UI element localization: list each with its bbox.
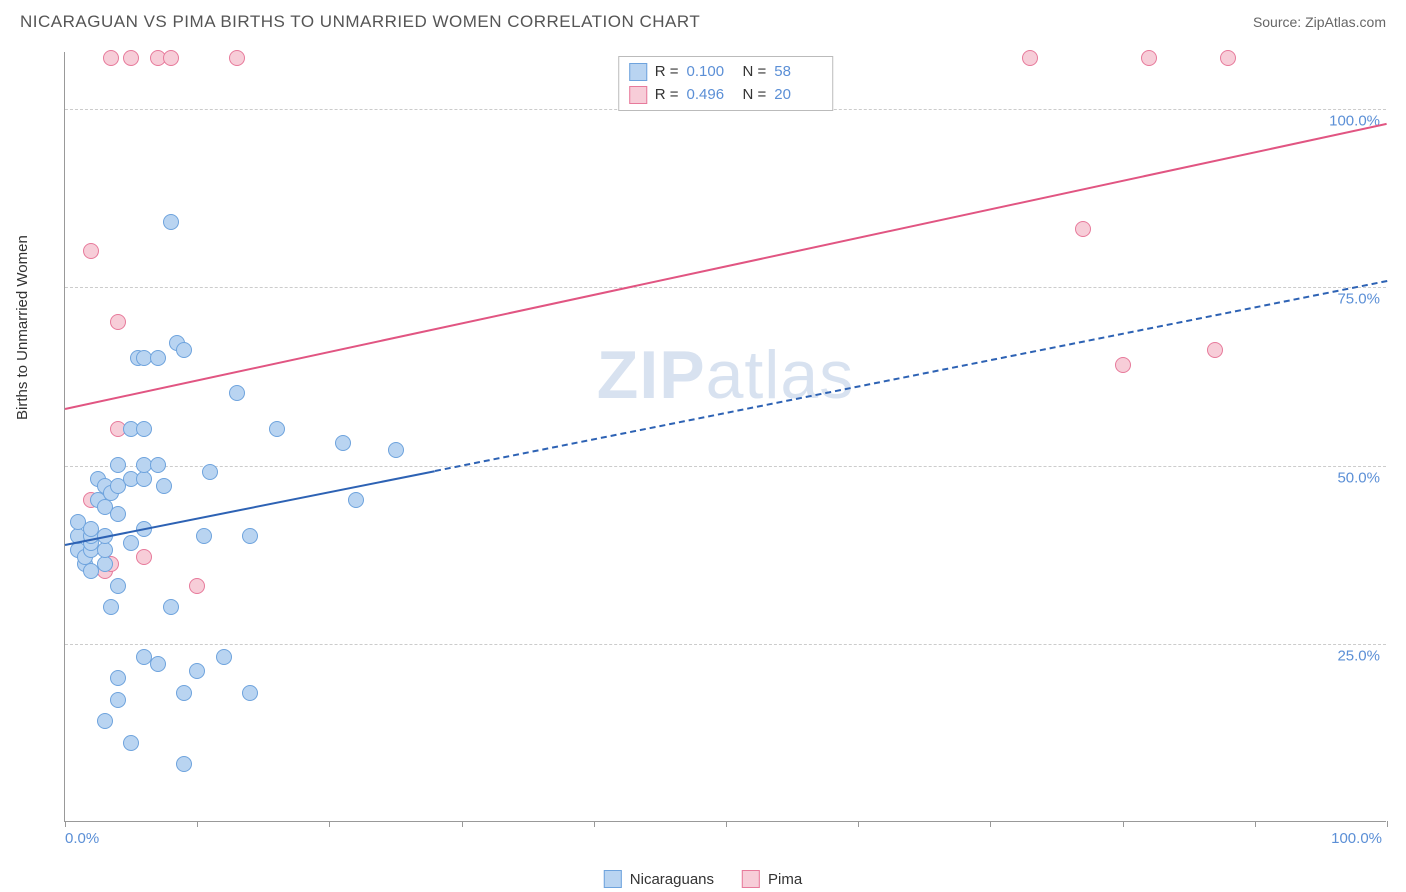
x-tick	[1123, 821, 1124, 827]
data-point-pima	[1207, 342, 1223, 358]
data-point-nicaraguans	[242, 685, 258, 701]
x-tick-label: 100.0%	[1331, 830, 1382, 847]
gridline-h	[65, 466, 1386, 467]
data-point-nicaraguans	[123, 735, 139, 751]
y-tick-label: 25.0%	[1337, 647, 1380, 664]
x-tick-label: 0.0%	[65, 830, 99, 847]
data-point-nicaraguans	[163, 599, 179, 615]
y-axis-label: Births to Unmarried Women	[14, 235, 31, 420]
data-point-nicaraguans	[123, 535, 139, 551]
x-tick	[858, 821, 859, 827]
data-point-nicaraguans	[110, 578, 126, 594]
data-point-nicaraguans	[97, 556, 113, 572]
trend-line	[65, 123, 1387, 410]
data-point-pima	[103, 50, 119, 66]
stat-n-value: 58	[774, 61, 822, 84]
legend-label: Pima	[768, 871, 802, 888]
data-point-pima	[163, 50, 179, 66]
data-point-nicaraguans	[110, 457, 126, 473]
stat-r-label: R =	[655, 61, 679, 84]
stats-row: R = 0.100 N = 58	[629, 61, 823, 84]
data-point-pima	[123, 50, 139, 66]
data-point-nicaraguans	[388, 442, 404, 458]
stat-n-value: 20	[774, 84, 822, 107]
data-point-nicaraguans	[110, 670, 126, 686]
data-point-nicaraguans	[229, 385, 245, 401]
data-point-pima	[1141, 50, 1157, 66]
data-point-pima	[83, 243, 99, 259]
data-point-nicaraguans	[110, 506, 126, 522]
data-point-nicaraguans	[136, 471, 152, 487]
data-point-nicaraguans	[97, 542, 113, 558]
stat-n-label: N =	[743, 61, 767, 84]
x-tick	[65, 821, 66, 827]
gridline-h	[65, 287, 1386, 288]
x-tick	[197, 821, 198, 827]
legend-label: Nicaraguans	[630, 871, 714, 888]
y-tick-label: 75.0%	[1337, 291, 1380, 308]
x-tick	[462, 821, 463, 827]
data-point-nicaraguans	[269, 421, 285, 437]
stat-r-value: 0.496	[687, 84, 735, 107]
stats-row: R = 0.496 N = 20	[629, 84, 823, 107]
data-point-nicaraguans	[216, 649, 232, 665]
data-point-nicaraguans	[150, 457, 166, 473]
data-point-nicaraguans	[335, 435, 351, 451]
x-tick	[726, 821, 727, 827]
data-point-nicaraguans	[103, 599, 119, 615]
data-point-nicaraguans	[196, 528, 212, 544]
data-point-pima	[1220, 50, 1236, 66]
data-point-nicaraguans	[150, 656, 166, 672]
data-point-nicaraguans	[242, 528, 258, 544]
stat-r-label: R =	[655, 84, 679, 107]
data-point-nicaraguans	[189, 663, 205, 679]
data-point-nicaraguans	[176, 685, 192, 701]
stat-r-value: 0.100	[687, 61, 735, 84]
x-tick	[594, 821, 595, 827]
bottom-legend: Nicaraguans Pima	[604, 870, 802, 888]
data-point-nicaraguans	[348, 492, 364, 508]
data-point-nicaraguans	[136, 421, 152, 437]
x-tick	[1255, 821, 1256, 827]
data-point-pima	[1022, 50, 1038, 66]
x-tick	[990, 821, 991, 827]
legend-item: Nicaraguans	[604, 870, 714, 888]
chart-header: NICARAGUAN VS PIMA BIRTHS TO UNMARRIED W…	[0, 0, 1406, 40]
watermark: ZIPatlas	[597, 336, 854, 414]
data-point-nicaraguans	[202, 464, 218, 480]
trend-line	[435, 280, 1387, 472]
data-point-nicaraguans	[150, 350, 166, 366]
data-point-pima	[136, 549, 152, 565]
data-point-nicaraguans	[163, 214, 179, 230]
data-point-pima	[110, 314, 126, 330]
legend-swatch	[742, 870, 760, 888]
x-tick	[329, 821, 330, 827]
scatter-chart: ZIPatlas 25.0%50.0%75.0%100.0%0.0%100.0%…	[64, 52, 1386, 822]
legend-swatch	[629, 63, 647, 81]
data-point-nicaraguans	[156, 478, 172, 494]
gridline-h	[65, 644, 1386, 645]
chart-source: Source: ZipAtlas.com	[1253, 14, 1386, 30]
stat-n-label: N =	[743, 84, 767, 107]
chart-title: NICARAGUAN VS PIMA BIRTHS TO UNMARRIED W…	[20, 12, 700, 32]
data-point-nicaraguans	[110, 692, 126, 708]
legend-swatch	[629, 86, 647, 104]
data-point-nicaraguans	[176, 342, 192, 358]
x-tick	[1387, 821, 1388, 827]
data-point-nicaraguans	[97, 713, 113, 729]
data-point-pima	[1075, 221, 1091, 237]
data-point-nicaraguans	[176, 756, 192, 772]
data-point-pima	[229, 50, 245, 66]
stats-box: R = 0.100 N = 58 R = 0.496 N = 20	[618, 56, 834, 111]
data-point-pima	[189, 578, 205, 594]
data-point-pima	[1115, 357, 1131, 373]
y-tick-label: 50.0%	[1337, 469, 1380, 486]
legend-item: Pima	[742, 870, 802, 888]
legend-swatch	[604, 870, 622, 888]
